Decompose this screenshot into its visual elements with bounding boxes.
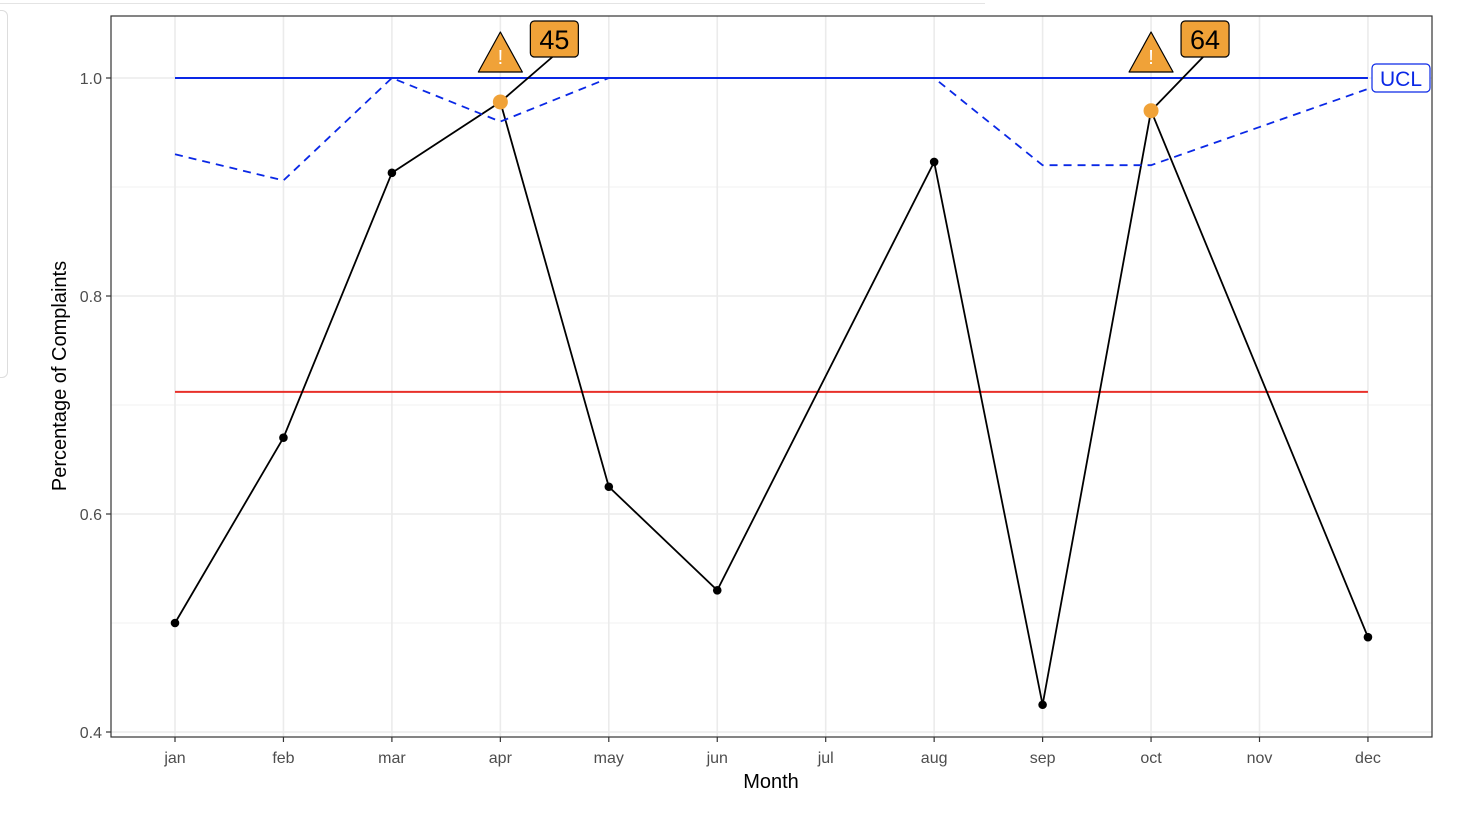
ucl-label-box <box>1371 63 1431 93</box>
warning-icon-mark: ! <box>1148 47 1154 69</box>
x-axis-title: Month <box>743 771 799 793</box>
alert-leader-line <box>1150 56 1204 112</box>
x-tick-label: sep <box>1030 750 1056 767</box>
x-tick-label: mar <box>378 750 406 767</box>
x-tick-label: jul <box>817 750 834 767</box>
data-point <box>712 586 722 595</box>
side-panel-edge <box>0 10 8 378</box>
data-point <box>170 618 180 628</box>
data-point <box>1363 632 1373 642</box>
x-tick-label: nov <box>1247 750 1273 767</box>
alert-point <box>492 94 508 110</box>
alert-badge-label: 45 <box>539 25 569 55</box>
x-tick-label: dec <box>1355 750 1381 767</box>
data-point <box>387 168 397 178</box>
top-divider <box>0 3 985 4</box>
data-point <box>604 482 614 492</box>
grid-lines <box>111 16 1432 737</box>
data-point <box>1038 700 1047 710</box>
data-point <box>929 157 939 167</box>
x-tick-label: jan <box>163 750 185 767</box>
x-tick-label: jun <box>706 750 728 767</box>
x-tick-label: feb <box>272 750 294 767</box>
varying-limit-line <box>174 76 1369 182</box>
y-tick-label: 0.8 <box>80 289 102 306</box>
warning-icon-mark: ! <box>498 47 504 69</box>
y-tick-label: 1.0 <box>80 71 102 88</box>
alert-point <box>1143 103 1159 119</box>
data-series <box>170 76 1373 710</box>
alert-badge-label: 64 <box>1190 25 1220 55</box>
warning-icon <box>1128 31 1174 73</box>
x-tick-label: oct <box>1140 750 1162 767</box>
alert-badge <box>1180 20 1230 58</box>
ucl-label: UCL <box>1380 68 1422 91</box>
data-point <box>279 433 288 443</box>
reference-lines: UCL <box>175 63 1431 393</box>
y-tick-label: 0.4 <box>80 725 102 742</box>
x-tick-label: apr <box>489 750 513 767</box>
observed-line <box>174 100 1369 705</box>
alert-leader-line <box>499 56 553 103</box>
x-tick-label: aug <box>921 750 948 767</box>
alert-badge <box>529 20 579 58</box>
alert-annotations: ! 45! 64 <box>477 20 1230 119</box>
y-axis-title: Percentage of Complaints <box>49 261 71 491</box>
y-tick-label: 0.6 <box>80 507 102 524</box>
axes: 0.4 0.6 0.8 1.0 jan feb mar apr may jun jul aug sep o… <box>80 71 1381 767</box>
x-tick-label: may <box>594 750 624 767</box>
plot-panel-border <box>110 15 1433 738</box>
warning-icon <box>477 31 523 73</box>
